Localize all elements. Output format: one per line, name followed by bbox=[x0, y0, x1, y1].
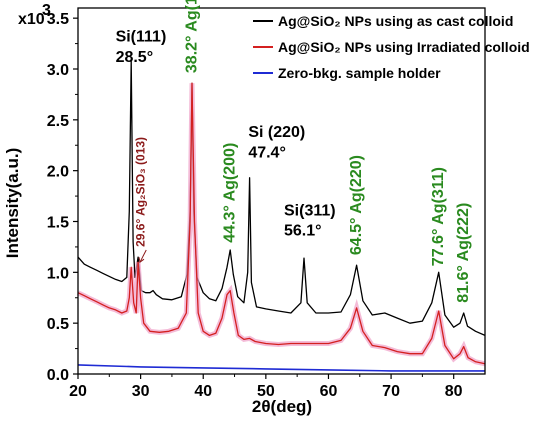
x-tick-label: 60 bbox=[320, 383, 338, 400]
peak-label: Si(111) bbox=[116, 29, 167, 46]
series-line-3 bbox=[77, 364, 485, 372]
legend-label: Ag@SiO₂ NPs using Irradiated colloid bbox=[278, 39, 530, 55]
y-tick-label: 3.5 bbox=[47, 11, 69, 28]
legend-label: Zero-bkg. sample holder bbox=[278, 65, 441, 81]
peak-label: Si (220) bbox=[248, 124, 305, 141]
ag2sio3-arrow bbox=[139, 249, 147, 263]
x-tick-label: 50 bbox=[257, 383, 275, 400]
x-tick-label: 40 bbox=[194, 383, 212, 400]
peak-label: 28.5° bbox=[116, 49, 154, 66]
peak-label: 47.4° bbox=[248, 144, 286, 161]
y-multiplier: x10 bbox=[18, 11, 45, 28]
peak-label-rotated: 29.6° Ag₂SiO₃ (013) bbox=[133, 137, 147, 247]
peak-label-rotated: 64.5° Ag(220) bbox=[348, 155, 365, 255]
series-line-1 bbox=[77, 60, 486, 336]
peak-label-rotated: 77.6° Ag(311) bbox=[430, 167, 447, 266]
x-tick-label: 30 bbox=[132, 383, 150, 400]
y-tick-label: 0.5 bbox=[47, 316, 69, 333]
x-tick-label: 20 bbox=[69, 383, 87, 400]
y-tick-label: 1.0 bbox=[47, 265, 69, 282]
plot-frame bbox=[77, 7, 486, 375]
x-axis-label: 2θ(deg) bbox=[252, 397, 312, 416]
y-multiplier-exponent: 3 bbox=[42, 2, 51, 19]
peak-label: Si(311) bbox=[284, 202, 336, 219]
y-tick-label: 3.0 bbox=[47, 62, 69, 79]
y-axis-label: Intensity(a.u.) bbox=[3, 148, 22, 259]
y-tick-label: 1.5 bbox=[47, 215, 69, 232]
peak-label-rotated: 38.2° Ag(111) bbox=[183, 0, 200, 73]
x-tick-label: 80 bbox=[445, 383, 463, 400]
peak-label-rotated: 44.3° Ag(200) bbox=[222, 143, 239, 243]
y-tick-label: 2.0 bbox=[47, 164, 69, 181]
y-tick-label: 0.0 bbox=[47, 367, 69, 384]
series-line-2 bbox=[77, 82, 486, 365]
x-tick-label: 70 bbox=[382, 383, 400, 400]
peak-label-rotated: 81.6° Ag(222) bbox=[455, 203, 472, 303]
y-tick-label: 2.5 bbox=[47, 113, 69, 130]
peak-label: 56.1° bbox=[284, 223, 322, 240]
legend-label: Ag@SiO₂ NPs using as cast colloid bbox=[278, 13, 513, 29]
ag2sio3-arrowhead bbox=[138, 257, 145, 264]
